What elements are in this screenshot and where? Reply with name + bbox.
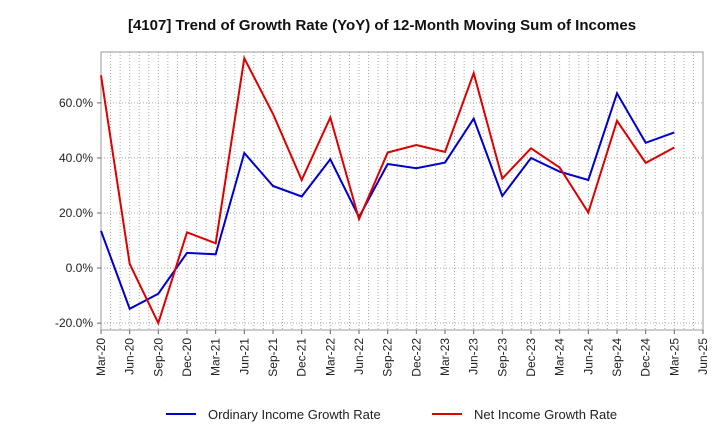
x-tick-label: Jun-24 <box>581 338 595 375</box>
x-tick-label: Sep-24 <box>610 338 624 377</box>
series-lines <box>100 55 675 326</box>
y-tick-label: 40.0% <box>59 151 93 165</box>
x-tick-label: Mar-22 <box>323 338 337 376</box>
x-tick-label: Jun-23 <box>467 338 481 375</box>
x-tick-label: Dec-23 <box>524 338 538 377</box>
x-tick-label: Mar-25 <box>667 338 681 376</box>
x-tick-label: Sep-20 <box>151 338 165 377</box>
y-tick-label: 20.0% <box>59 206 93 220</box>
x-tick-label: Jun-20 <box>123 338 137 375</box>
series-line-0 <box>100 90 675 311</box>
x-tick-label: Jun-21 <box>237 338 251 375</box>
x-tick-label: Dec-22 <box>409 338 423 377</box>
legend-label-1: Net Income Growth Rate <box>474 407 617 422</box>
legend-label-0: Ordinary Income Growth Rate <box>208 407 381 422</box>
y-tick-label: 60.0% <box>59 96 93 110</box>
x-tick-label: Jun-25 <box>696 338 710 375</box>
series-line-1 <box>100 55 675 326</box>
grid-lines <box>101 52 703 330</box>
x-tick-label: Mar-21 <box>209 338 223 376</box>
y-axis: -20.0% 0.0% 20.0% 40.0% 60.0% <box>55 96 101 330</box>
x-tick-label: Sep-23 <box>495 338 509 377</box>
y-tick-label: 0.0% <box>66 261 94 275</box>
x-axis: Mar-20 Jun-20 Sep-20 Dec-20 Mar-21 Jun-21 Sep-… <box>94 330 710 377</box>
x-tick-label: Jun-22 <box>352 338 366 375</box>
x-tick-label: Mar-24 <box>553 338 567 376</box>
legend: Ordinary Income Growth Rate Net Income Gr… <box>166 407 617 422</box>
x-tick-label: Dec-20 <box>180 338 194 377</box>
x-tick-label: Mar-20 <box>94 338 108 376</box>
x-tick-label: Mar-23 <box>438 338 452 376</box>
chart-title: [4107] Trend of Growth Rate (YoY) of 12-… <box>128 17 636 34</box>
y-tick-label: -20.0% <box>55 316 93 330</box>
x-tick-label: Sep-22 <box>381 338 395 377</box>
x-tick-label: Dec-24 <box>639 338 653 377</box>
x-tick-label: Sep-21 <box>266 338 280 377</box>
x-tick-label: Dec-21 <box>295 338 309 377</box>
plot-area <box>100 51 704 331</box>
